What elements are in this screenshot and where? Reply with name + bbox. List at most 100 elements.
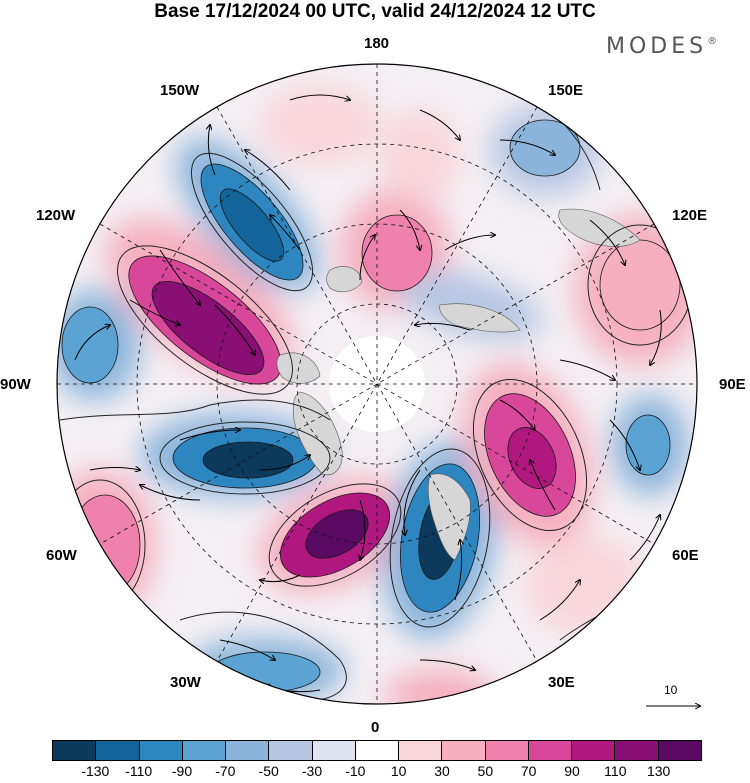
anomaly-core [219,188,285,262]
anomaly-core [69,494,141,596]
meridian-line [99,223,655,545]
contour-line [389,448,491,628]
wind-arrow [159,249,200,305]
colorbar-segment [485,741,529,760]
wind-arrow [208,125,216,176]
wind-arrow [289,94,350,100]
map-disc [57,64,697,704]
colorbar-tick-label: 30 [434,763,450,779]
wind-arrow [559,359,615,380]
colorbar-segment [399,741,443,760]
wind-arrow [219,639,275,660]
colorbar [52,740,702,761]
wind-arrow [499,399,535,430]
wind-arrow [260,574,301,582]
wind-arrow [129,299,180,325]
colorbar-segment [182,741,227,760]
anomaly-core [625,414,671,476]
alaska [326,266,363,293]
colorbar-segment [572,741,616,760]
chart-title: Base 17/12/2024 00 UTC, valid 24/12/2024… [154,1,596,22]
wind-arrow [404,469,421,535]
colorbar-tick-label: 50 [477,763,494,779]
wind-arrow [85,550,111,601]
wind-arrow [499,139,555,155]
colorbar-tick-label: -10 [345,763,366,779]
contour-line [59,399,331,421]
anomaly-core [507,427,557,489]
wind-arrow [245,150,291,191]
colorbar-tick-label: -70 [215,763,236,779]
wind-arrow [259,455,310,471]
wind-arrow [629,515,660,561]
wind-arrow [444,235,495,251]
colorbar-tick-label: 70 [520,763,537,779]
anomaly-blob [525,535,645,635]
map-border [56,63,698,705]
label-120e: 120E [672,207,708,224]
wind-arrow [89,468,140,471]
wind-arrow [530,460,556,511]
colorbar-segment [139,741,183,760]
colorbar-tick-label: 110 [604,763,627,779]
contour-line [472,378,588,532]
scandinavia [427,473,471,561]
wind-arrows [74,94,662,693]
wind-arrow [419,659,475,670]
anomaly-core [151,280,265,376]
colorbar-tick-label: -110 [125,763,153,779]
wind-arrow [454,540,462,601]
contour-line [117,245,293,395]
wind-arrow [650,309,662,365]
label-60e: 60E [672,547,699,564]
meridian-line [99,223,655,545]
anomaly-core [209,651,321,693]
wind-arrow [399,209,420,250]
label-150w: 150W [160,82,200,99]
wind-arrow [179,430,240,441]
label-180: 180 [364,35,390,52]
wind-arrow [270,215,301,251]
label-150e: 150E [548,82,584,99]
meridian-line [216,106,538,662]
anomaly-core [599,239,681,331]
anomaly-blob [260,85,380,165]
siberia-coast [439,303,521,333]
colorbar-segment [96,741,140,760]
modes-logo: MODES® [606,34,717,59]
registered-mark: ® [707,36,718,47]
graticule [57,64,697,704]
anomaly-core [361,214,433,292]
anomaly-blob [380,110,460,200]
colorbar-ticks: -130 -110 -90 -70 -50 -30 -10 10 30 50 70 90 110 130 [0,763,750,783]
colorbar-segment [53,741,97,760]
colorbar-segment [355,741,400,760]
contour-line [268,483,402,587]
label-30e: 30E [548,674,575,691]
wind-arrow [360,499,366,560]
wind-arrow [589,219,625,265]
colorbar-segment [528,741,573,760]
label-30w: 30W [170,674,201,691]
colorbar-segment [312,741,356,760]
colorbar-tick-label: 90 [564,763,580,779]
meridian-line [216,106,538,662]
contour-line [179,611,347,702]
brand-text: MODES [606,34,708,59]
label-90w: 90W [0,376,31,393]
colorbar-tick-label: 10 [390,763,407,779]
wind-arrow [609,419,640,470]
label-90e: 90E [719,376,746,393]
anomaly-core [202,441,294,479]
contour-line [190,152,314,292]
wind-arrow [359,235,375,281]
anomaly-blob [385,670,495,704]
colorbar-tick-label: -30 [301,763,323,779]
colorbar-tick-label: -50 [258,763,279,779]
label-60w: 60W [46,547,77,564]
colorbar-tick-label: -90 [171,763,193,779]
wind-arrow [74,325,110,361]
colorbar-tick-label: -130 [81,763,110,779]
colorbar-segment [658,741,701,760]
